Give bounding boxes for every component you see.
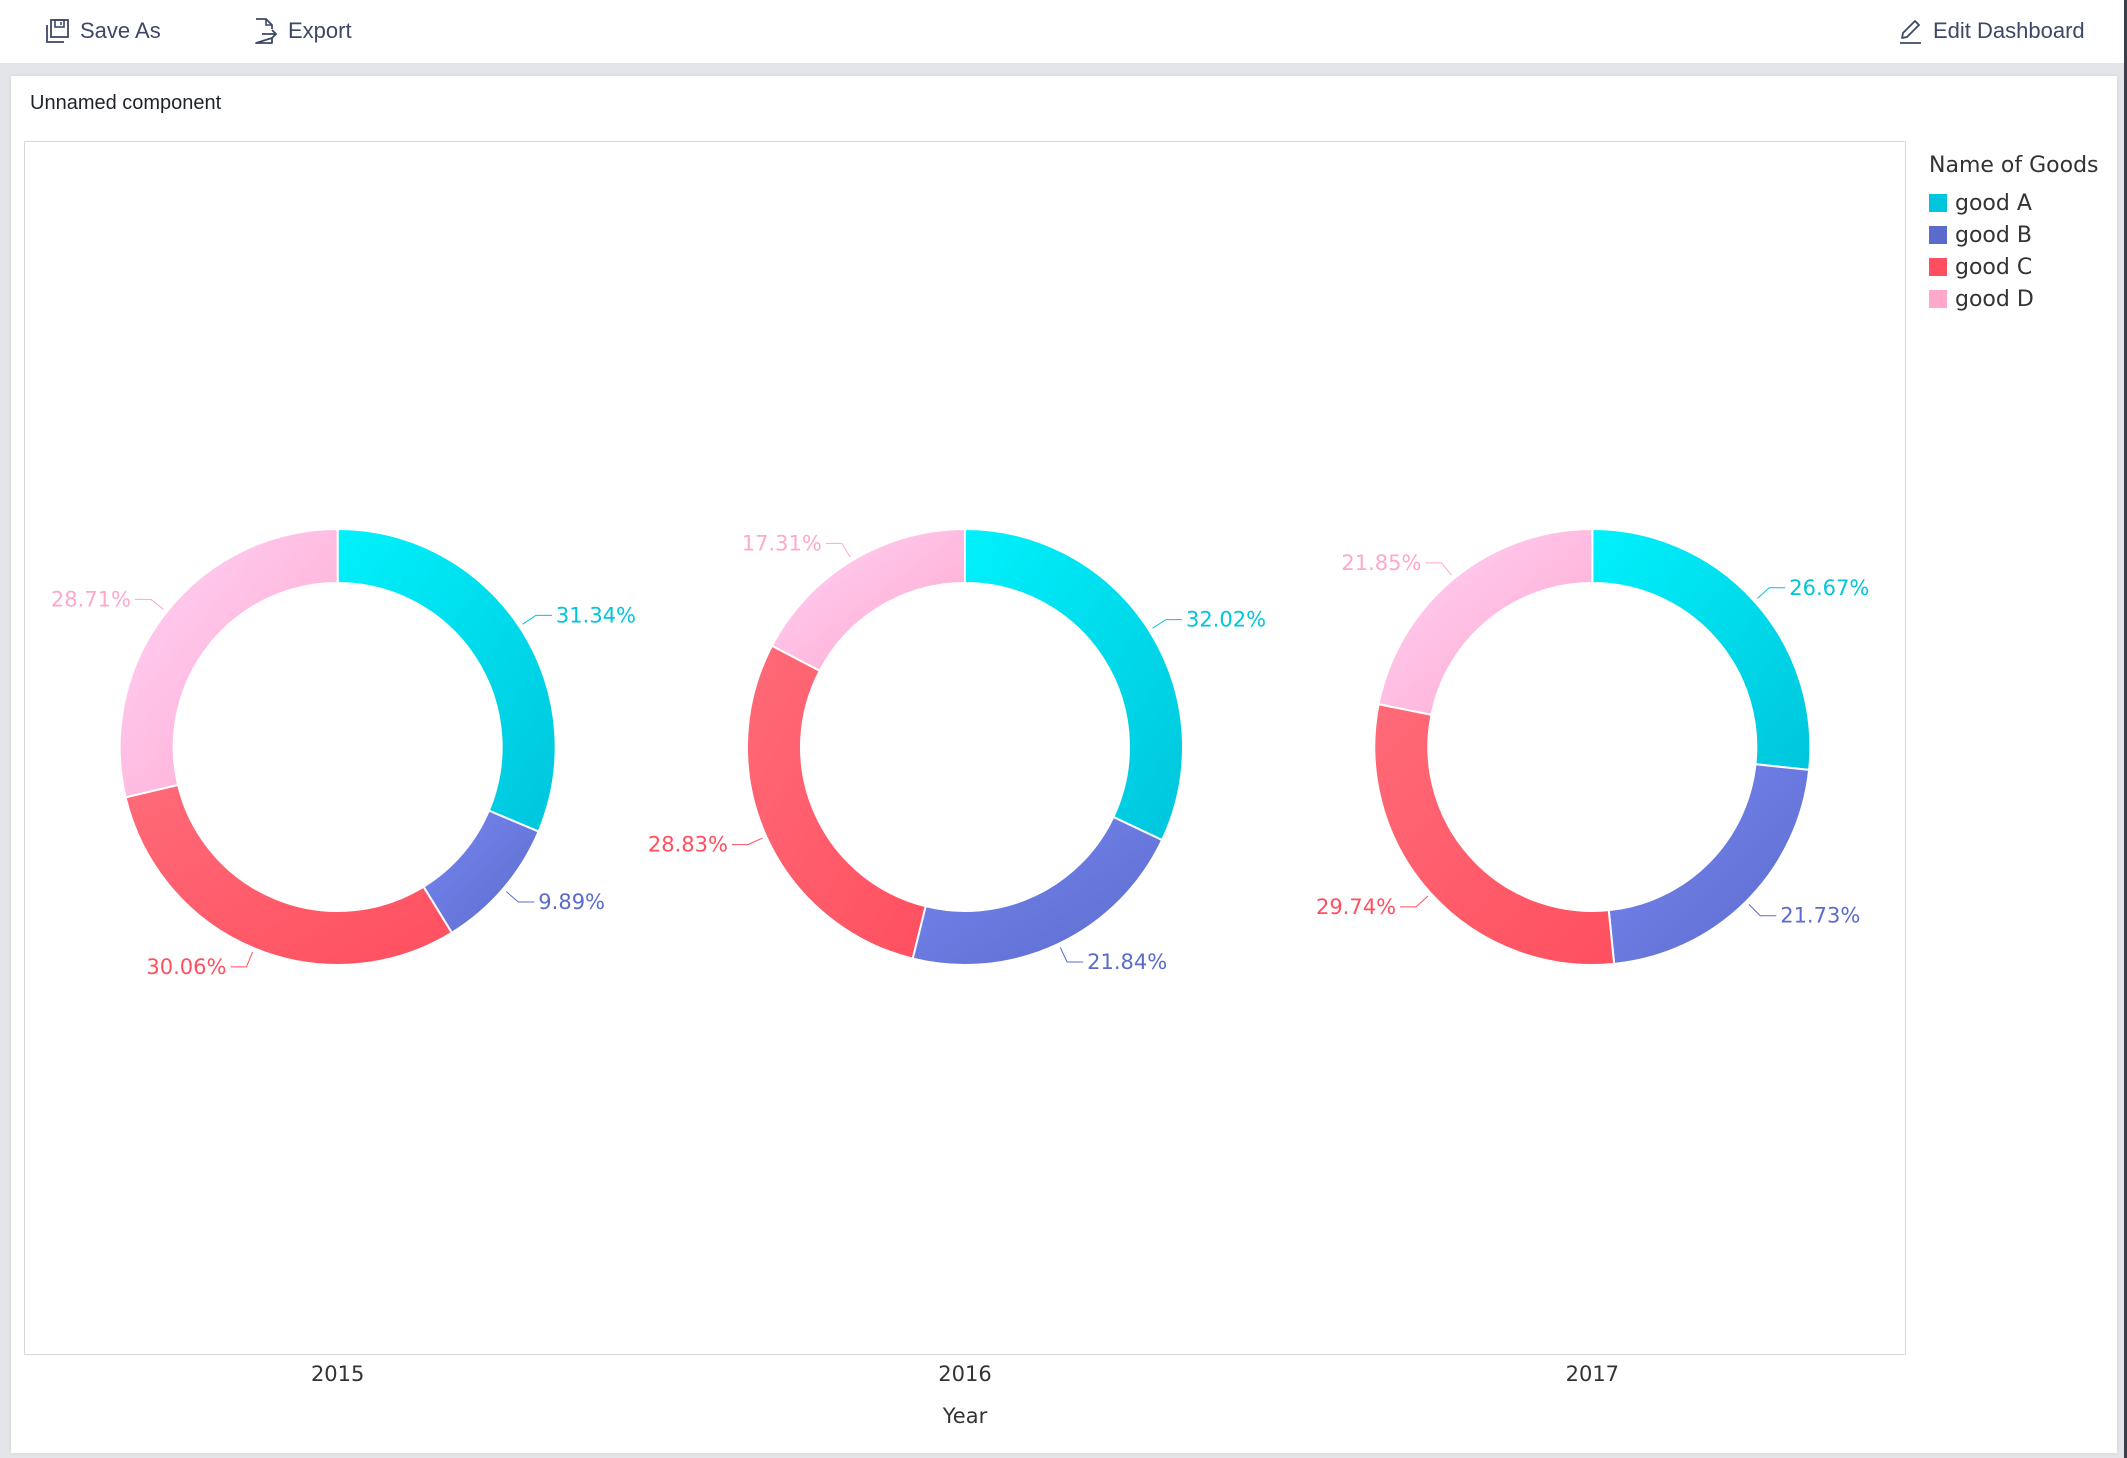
donut-slice-good-c[interactable] — [124, 783, 454, 966]
slice-percent-label: 21.85% — [1341, 551, 1421, 575]
label-leader-line — [825, 542, 851, 558]
legend-swatch — [1929, 290, 1947, 308]
x-tick-label: 2017 — [1566, 1362, 1619, 1386]
export-label: Export — [288, 18, 352, 43]
slice-percent-label: 30.06% — [146, 955, 226, 979]
save-as-button[interactable]: Save As — [44, 14, 161, 48]
plot-area — [24, 141, 1906, 1355]
donut-slice-good-a[interactable] — [964, 527, 1185, 842]
donut-slice-good-d[interactable] — [770, 527, 966, 673]
donut-slice-good-c[interactable] — [746, 644, 927, 960]
legend-label: good D — [1955, 286, 2034, 312]
export-file-icon — [252, 17, 278, 45]
label-leader-line — [230, 951, 254, 968]
donut-2015: 31.34% 9.89% 30.06% 28.71% — [51, 527, 636, 979]
toolbar: Save As Export Edit Dashboard — [0, 0, 2127, 63]
donut-2017: 26.67% 21.73% 29.74% 21.85% — [1316, 527, 1869, 966]
donut-2016: 32.02% 21.84% 28.83% 17.31% — [648, 527, 1266, 974]
label-leader-line — [522, 614, 552, 625]
legend-swatch — [1929, 194, 1947, 212]
donut-slice-good-a[interactable] — [1591, 527, 1812, 771]
slice-percent-label: 28.83% — [648, 833, 728, 857]
save-as-label: Save As — [80, 18, 161, 43]
slice-percent-label: 29.74% — [1316, 895, 1396, 919]
x-axis-title: Year — [942, 1404, 988, 1428]
donut-slice-good-c[interactable] — [1373, 702, 1616, 966]
donut-slice-good-a[interactable] — [336, 527, 557, 833]
legend-label: good B — [1955, 222, 2032, 248]
label-leader-line — [134, 598, 164, 610]
legend-item-good-b[interactable]: good B — [1929, 219, 2099, 251]
legend-item-good-a[interactable]: good A — [1929, 187, 2099, 219]
component-title: Unnamed component — [30, 92, 222, 114]
donut-chart: 31.34% 9.89% 30.06% 28.71% 32.02% 21.84% 28.83… — [51, 527, 1869, 1428]
export-button[interactable]: Export — [252, 14, 352, 48]
chart-card: Unnamed component 31.34% 9.89% 30.06% 28.71… — [11, 76, 2117, 1453]
edit-dashboard-button[interactable]: Edit Dashboard — [1897, 14, 2085, 48]
floppy-disk-icon — [44, 18, 70, 44]
donut-slice-good-d[interactable] — [1377, 527, 1594, 716]
slice-percent-label: 17.31% — [742, 531, 822, 555]
label-leader-line — [505, 891, 535, 903]
pencil-icon — [1897, 17, 1923, 45]
donut-slice-good-b[interactable] — [911, 815, 1164, 966]
legend-swatch — [1929, 226, 1947, 244]
slice-percent-label: 21.73% — [1780, 904, 1860, 928]
label-leader-line — [1059, 947, 1084, 963]
donut-slice-good-b[interactable] — [1607, 763, 1811, 966]
legend-label: good A — [1955, 190, 2032, 216]
slice-percent-label: 28.71% — [51, 587, 131, 611]
slice-percent-label: 31.34% — [556, 603, 636, 627]
slice-percent-label: 21.84% — [1087, 950, 1167, 974]
label-leader-line — [1425, 562, 1453, 576]
slice-percent-label: 32.02% — [1186, 608, 1266, 632]
legend: Name of Goods good A good B good C good … — [1929, 153, 2099, 315]
legend-title: Name of Goods — [1929, 153, 2099, 178]
label-leader-line — [1152, 619, 1183, 629]
legend-item-good-c[interactable]: good C — [1929, 251, 2099, 283]
x-tick-label: 2015 — [311, 1362, 364, 1386]
legend-item-good-d[interactable]: good D — [1929, 283, 2099, 315]
label-leader-line — [1748, 904, 1777, 917]
slice-percent-label: 26.67% — [1789, 576, 1869, 600]
window-border — [2124, 0, 2127, 1458]
donut-slice-good-d[interactable] — [118, 527, 339, 799]
label-leader-line — [1757, 587, 1786, 599]
label-leader-line — [731, 837, 763, 846]
legend-swatch — [1929, 258, 1947, 276]
edit-dashboard-label: Edit Dashboard — [1933, 18, 2085, 43]
label-leader-line — [1400, 895, 1429, 908]
slice-percent-label: 9.89% — [538, 890, 605, 914]
x-tick-label: 2016 — [938, 1362, 991, 1386]
legend-label: good C — [1955, 254, 2033, 280]
